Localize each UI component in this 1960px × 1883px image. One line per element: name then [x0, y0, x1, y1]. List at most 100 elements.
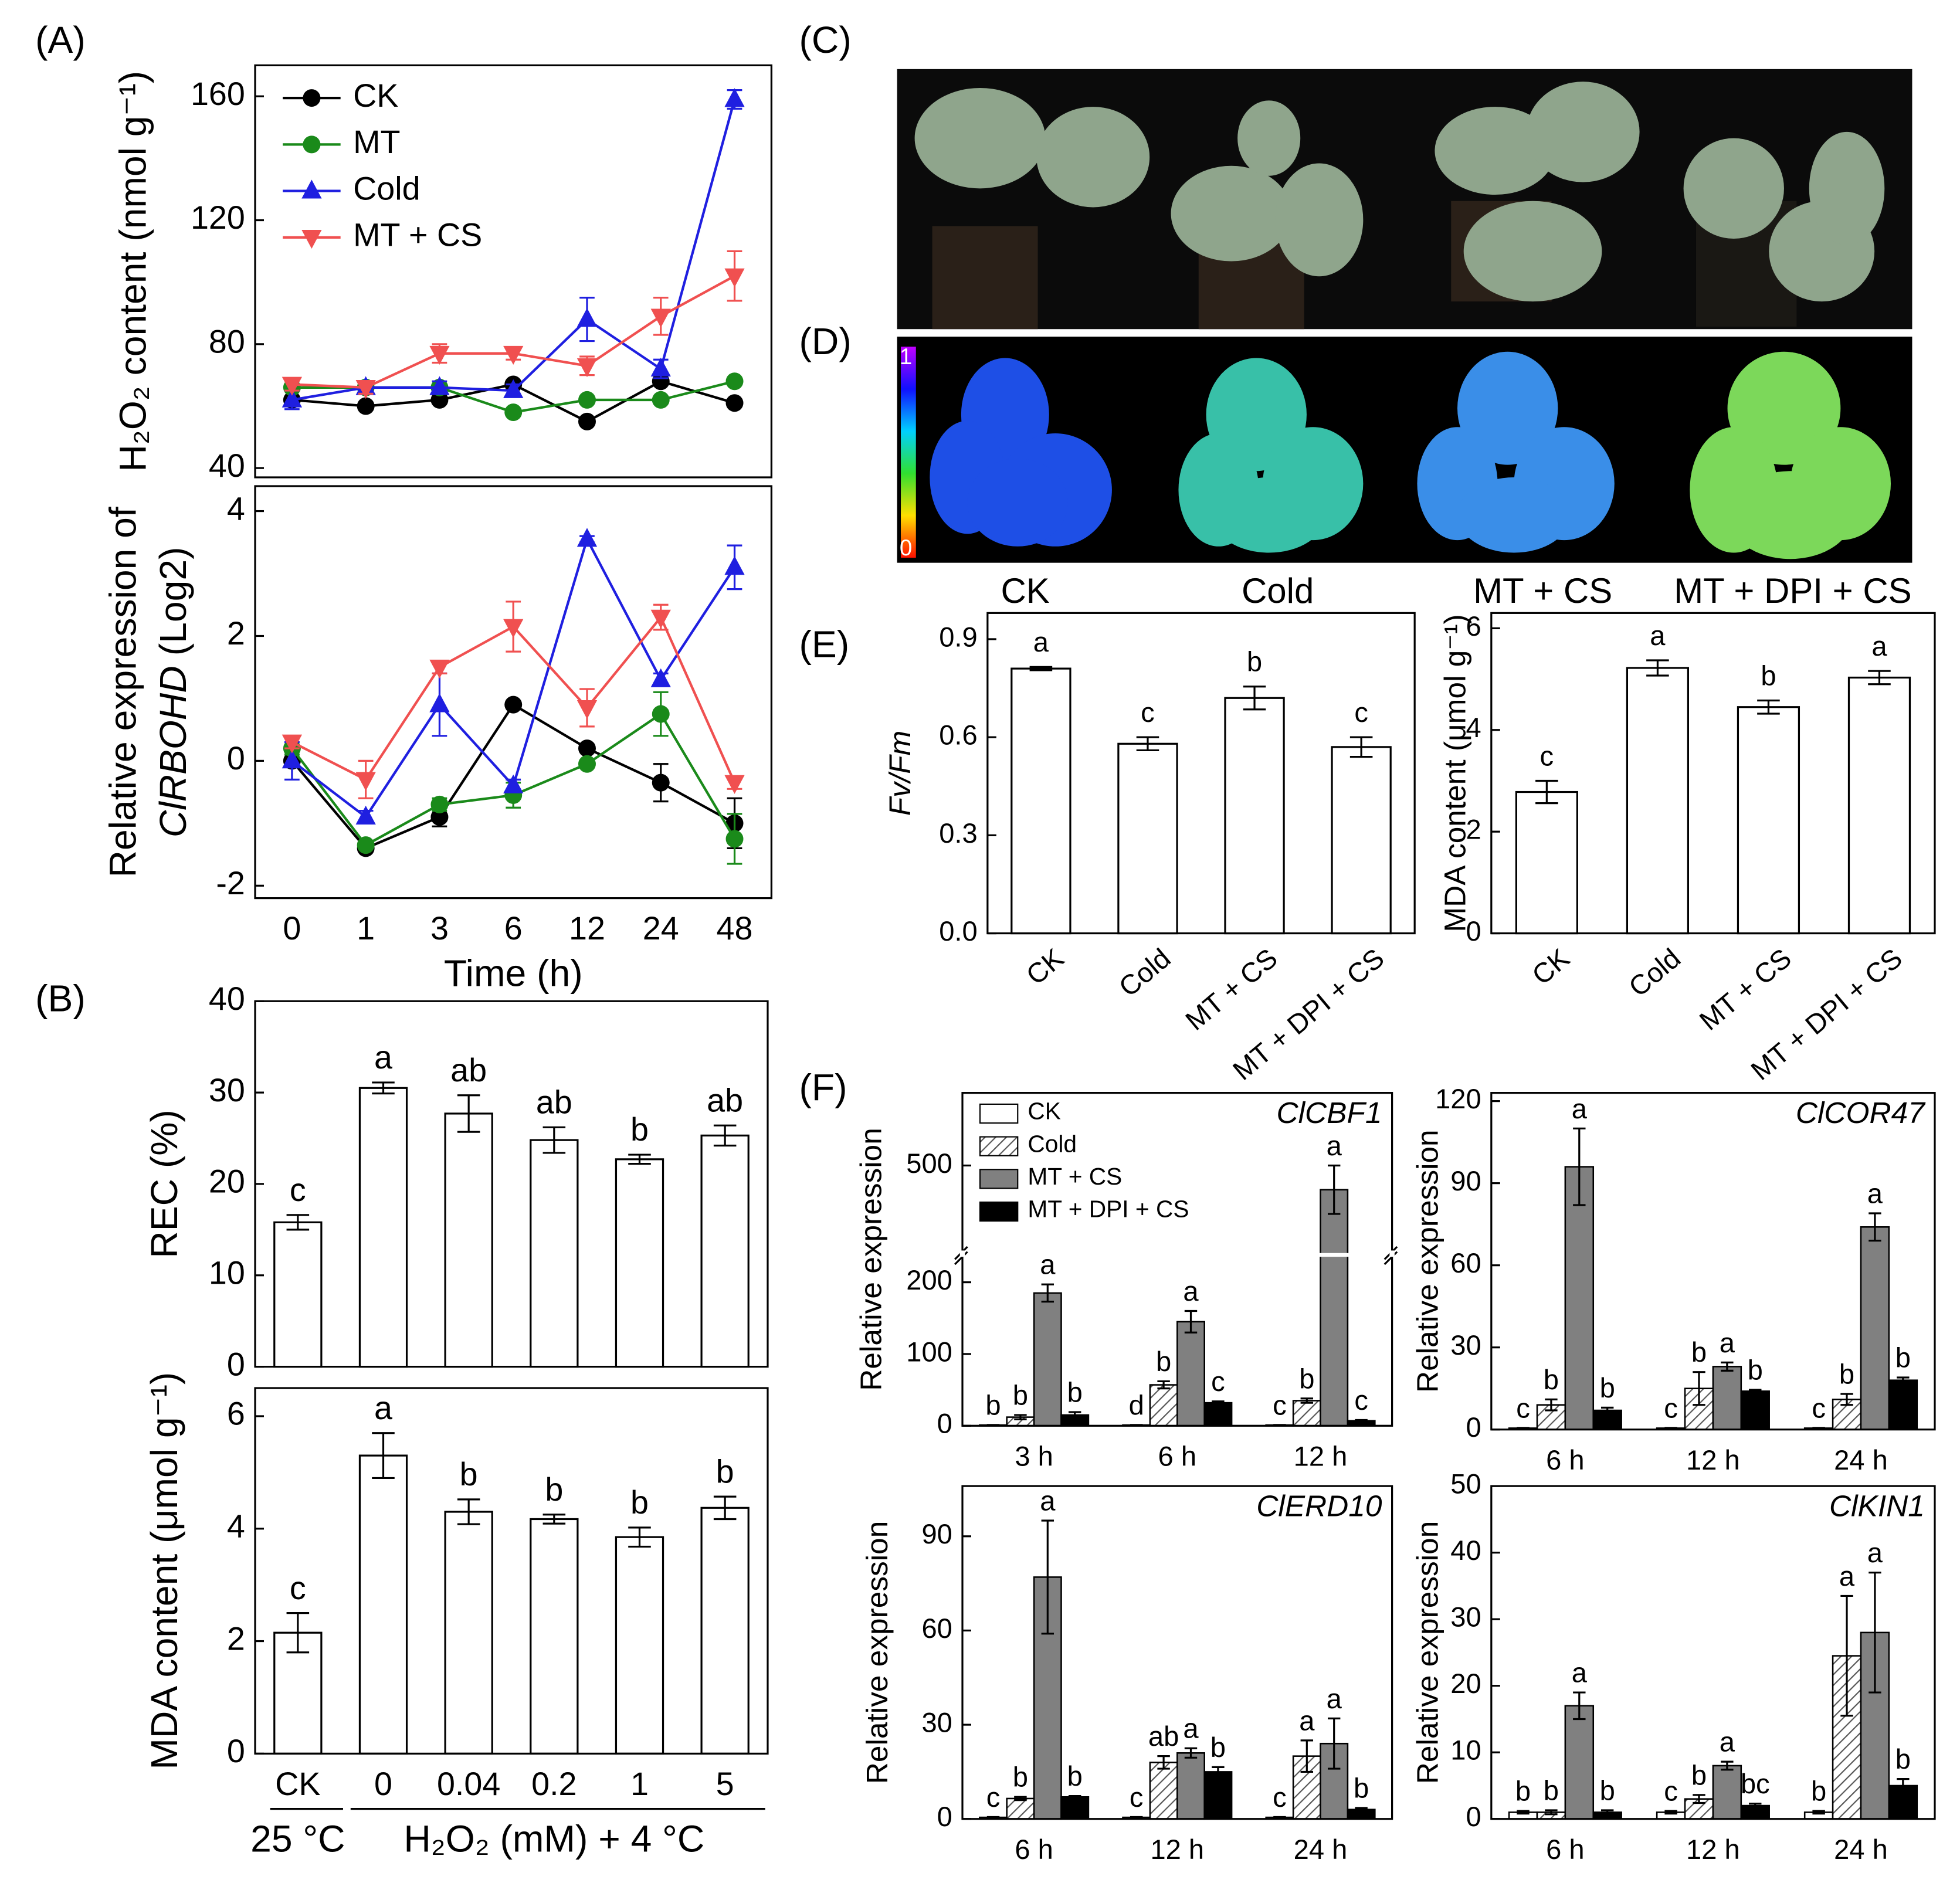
significance-letter: b: [1748, 1354, 1763, 1385]
significance-letter: b: [1895, 1342, 1911, 1373]
error-bar: [372, 1432, 395, 1480]
y-tick-label: 4: [1466, 712, 1481, 743]
significance-letter: b: [1156, 1346, 1171, 1377]
x-tick-label: Cold: [1113, 942, 1176, 1003]
error-bar: [286, 1214, 310, 1231]
y-tick-label: 60: [921, 1613, 952, 1644]
significance-letter: c: [1130, 1782, 1144, 1813]
error-bar: [1868, 670, 1891, 686]
significance-letter: b: [460, 1456, 478, 1492]
significance-letter: b: [985, 1389, 1001, 1420]
marker: [355, 805, 376, 825]
error-bar: [1184, 1747, 1198, 1759]
bar: [1292, 1400, 1321, 1427]
plot-frame: [254, 64, 773, 479]
legend-label: MT + DPI + CS: [1028, 1196, 1189, 1223]
bar: [358, 1087, 408, 1368]
marker: [429, 693, 450, 713]
significance-letter: c: [1516, 1392, 1530, 1423]
y-tick-label: 0: [227, 1346, 245, 1382]
error-bar: [1600, 1809, 1614, 1816]
bar: [1006, 1797, 1035, 1820]
bar: [615, 1536, 664, 1755]
error-bar: [1812, 1427, 1825, 1430]
y-tick-label: 90: [921, 1518, 952, 1549]
significance-letter: a: [1867, 1537, 1883, 1568]
significance-letter: a: [1867, 1178, 1883, 1209]
y-tick-label: 30: [921, 1707, 952, 1738]
y-axis-label: Relative expression: [854, 1128, 888, 1391]
photo-label: CK: [1001, 571, 1049, 610]
significance-letter: b: [1691, 1759, 1707, 1790]
x-tick-label: 0: [283, 910, 301, 946]
y-axis-label: Relative expression: [1410, 1521, 1444, 1784]
error-bar: [1693, 1371, 1705, 1406]
y-axis-label: REC (%): [143, 1110, 185, 1258]
bar: [530, 1518, 579, 1755]
series: b b b: [1006, 1346, 1321, 1427]
error-bar: [1327, 1717, 1341, 1770]
legend-swatch: [979, 1136, 1019, 1156]
gene-title: ClERD10: [1256, 1489, 1382, 1523]
error-bar: [1573, 1127, 1586, 1206]
marker: [724, 775, 745, 794]
error-bar: [372, 1081, 395, 1095]
marker: [357, 836, 375, 854]
significance-letter: b: [1691, 1336, 1707, 1368]
marker: [503, 774, 524, 793]
error-bar: [1273, 1816, 1286, 1819]
marker: [430, 391, 449, 409]
gene-name: ClRBOHD: [152, 666, 194, 837]
significance-letter: b: [1013, 1379, 1028, 1410]
marker: [282, 388, 303, 408]
error-bar: [1840, 1594, 1853, 1717]
bar: [1847, 676, 1911, 935]
y-tick-label: 0: [227, 740, 245, 776]
chart-panel: 0 2 4 6 MDA content (μmol g⁻¹) CK 0 0.04 0.2 1 5 25…: [143, 1372, 769, 1860]
y-tick-label: 60: [1450, 1247, 1481, 1278]
marker: [301, 230, 322, 249]
significance-letter: c: [1664, 1392, 1678, 1423]
significance-letter: b: [1299, 1363, 1314, 1394]
x-tick-label: 6 h: [1015, 1834, 1053, 1865]
axis-break: [959, 1250, 965, 1257]
legend-label: MT: [353, 124, 400, 160]
x-tick-label: MT + CS: [1693, 942, 1797, 1036]
error-bar: [1840, 1393, 1853, 1406]
plant-photo: [897, 69, 1912, 330]
significance-letter: ab: [707, 1082, 743, 1118]
bar: [1203, 1771, 1233, 1820]
bar: [1203, 1402, 1233, 1427]
significance-letter: b: [1600, 1775, 1615, 1806]
significance-letter: c: [1540, 740, 1554, 771]
photo-label: MT + CS: [1473, 571, 1612, 610]
significance-letter: c: [290, 1570, 306, 1606]
marker: [355, 379, 376, 399]
legend-entry: Cold: [283, 170, 421, 206]
y-tick-label: 2: [1466, 814, 1481, 845]
y-tick-label: 10: [209, 1254, 245, 1291]
significance-letter: a: [1871, 630, 1887, 661]
group-label: 25 °C: [250, 1817, 345, 1860]
error-bar: [1327, 1164, 1341, 1215]
x-tick-label: 12 h: [1294, 1440, 1348, 1471]
significance-letter: b: [1544, 1364, 1559, 1395]
y-tick-label: 90: [1450, 1165, 1481, 1196]
x-tick-label: 0.2: [531, 1766, 577, 1802]
panel-label: (B): [35, 977, 86, 1019]
significance-letter: c: [1211, 1366, 1225, 1397]
error-bar: [1749, 1803, 1762, 1809]
chart-panel: 0 30 60 90 Relative expression ClERD10 6 h 12 h…: [860, 1485, 1393, 1865]
significance-letter: d: [1129, 1389, 1144, 1420]
error-bar: [1897, 1778, 1910, 1793]
marker: [355, 772, 376, 791]
significance-letter: b: [1544, 1775, 1559, 1806]
y-tick-label: 0: [227, 1733, 245, 1769]
error-bar: [1869, 1212, 1881, 1242]
marker: [282, 734, 303, 754]
error-bar: [1600, 1406, 1614, 1414]
